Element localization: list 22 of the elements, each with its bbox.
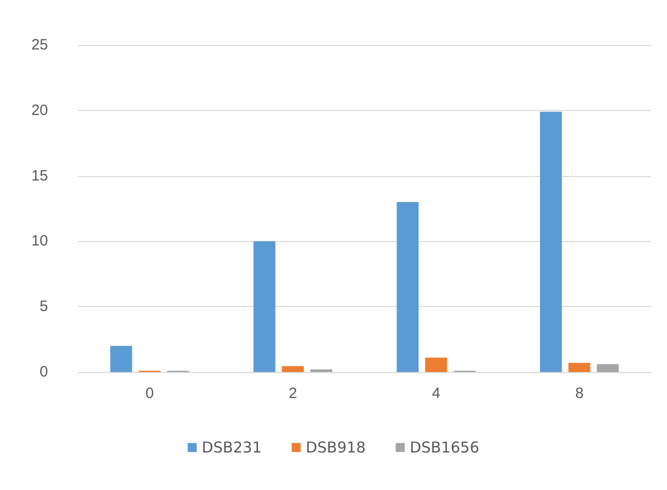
bar <box>540 112 562 372</box>
x-tick-label: 8 <box>575 385 584 402</box>
y-tick-label: 20 <box>31 102 48 119</box>
bar <box>425 358 448 372</box>
y-tick-label: 25 <box>31 36 48 54</box>
legend-label: DSB1656 <box>410 438 480 456</box>
bar <box>310 369 332 372</box>
x-tick-label: 0 <box>145 385 154 402</box>
bar <box>253 241 276 372</box>
bar <box>110 346 132 372</box>
y-tick-label: 5 <box>40 298 48 316</box>
x-tick-label: 2 <box>288 385 298 402</box>
bar <box>282 366 304 372</box>
bar <box>596 364 619 372</box>
y-tick-label: 0 <box>40 364 48 380</box>
x-tick-label: 4 <box>432 385 440 402</box>
legend-label: DSB918 <box>306 438 366 456</box>
bar <box>396 202 419 372</box>
bar <box>568 362 590 372</box>
y-tick-label: 10 <box>31 232 48 250</box>
y-tick-label: 15 <box>31 167 48 184</box>
legend-label: DSB231 <box>202 438 262 456</box>
